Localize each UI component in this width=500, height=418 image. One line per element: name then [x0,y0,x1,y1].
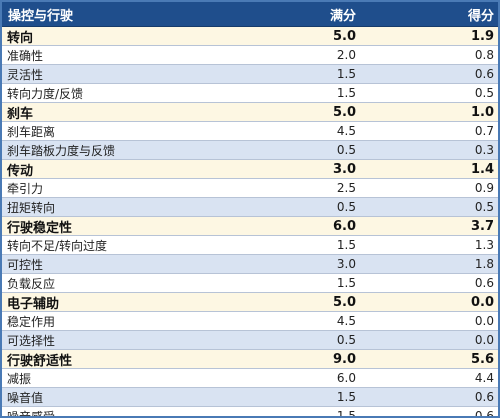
row-max-score: 1.5 [336,238,356,252]
row-name: 负载反应 [7,276,56,291]
category-row: 行驶舒适性 9.0 5.6 [2,350,498,369]
row-name: 减振 [7,371,32,386]
table-row: 噪音值 1.5 0.6 [2,388,498,407]
row-score: 0.6 [474,67,494,81]
header-max: 满分 [329,8,356,24]
row-name: 稳定作用 [7,314,56,329]
row-max-score: 6.0 [332,218,356,234]
row-name: 牵引力 [7,181,44,196]
row-max-score: 4.5 [336,314,356,328]
row-name: 行驶稳定性 [7,220,73,236]
row-score: 0.8 [474,48,494,62]
row-score: 1.3 [474,238,494,252]
row-name: 噪音值 [7,390,44,405]
row-score: 0.9 [474,181,494,195]
row-score: 1.4 [470,161,494,177]
row-score: 0.0 [474,314,494,328]
row-score: 0.5 [474,200,494,214]
row-max-score: 1.5 [336,409,356,418]
row-name: 行驶舒适性 [7,353,73,369]
row-max-score: 5.0 [332,294,356,310]
row-name: 噪音感受 [7,409,56,418]
table-row: 牵引力 2.5 0.9 [2,179,498,198]
category-row: 传动 3.0 1.4 [2,160,498,179]
row-max-score: 0.5 [336,200,356,214]
row-score: 0.7 [474,124,494,138]
table-body: 转向 5.0 1.9 准确性 2.0 0.8 灵活性 1.5 0.6 转向力度/反馈 1.5 0.5 刹… [2,27,498,418]
table-header: 操控与行驶 满分 得分 [2,2,498,27]
category-row: 刹车 5.0 1.0 [2,103,498,122]
row-name: 转向 [7,30,34,46]
category-row: 行驶稳定性 6.0 3.7 [2,217,498,236]
row-score: 0.5 [474,86,494,100]
table-row: 减振 6.0 4.4 [2,369,498,388]
table-row: 准确性 2.0 0.8 [2,46,498,65]
row-name: 扭矩转向 [7,200,56,215]
table-row: 刹车踏板力度与反馈 0.5 0.3 [2,141,498,160]
row-score: 4.4 [474,371,494,385]
header-score: 得分 [467,8,494,24]
row-name: 电子辅助 [7,296,60,312]
row-max-score: 2.0 [336,48,356,62]
row-score: 1.8 [474,257,494,271]
row-max-score: 1.5 [336,390,356,404]
row-score: 1.9 [470,28,494,44]
row-max-score: 5.0 [332,28,356,44]
table-row: 转向不足/转向过度 1.5 1.3 [2,236,498,255]
row-score: 0.3 [474,143,494,157]
table-row: 转向力度/反馈 1.5 0.5 [2,84,498,103]
row-name: 传动 [7,163,34,179]
row-score: 3.7 [470,218,494,234]
row-name: 刹车踏板力度与反馈 [7,143,116,158]
row-max-score: 2.5 [336,181,356,195]
header-item: 操控与行驶 [8,8,74,24]
row-name: 准确性 [7,48,44,63]
row-max-score: 0.5 [336,333,356,347]
table-row: 噪音感受 1.5 0.6 [2,407,498,418]
row-max-score: 3.0 [336,257,356,271]
row-name: 转向不足/转向过度 [7,238,108,253]
row-score: 0.0 [470,294,494,310]
row-max-score: 0.5 [336,143,356,157]
row-max-score: 3.0 [332,161,356,177]
row-max-score: 4.5 [336,124,356,138]
table-row: 负载反应 1.5 0.6 [2,274,498,293]
row-score: 0.0 [474,333,494,347]
row-name: 刹车距离 [7,124,56,139]
row-score: 5.6 [470,351,494,367]
row-name: 转向力度/反馈 [7,86,84,101]
row-name: 可控性 [7,257,44,272]
row-name: 刹车 [7,106,34,122]
row-max-score: 5.0 [332,104,356,120]
category-row: 电子辅助 5.0 0.0 [2,293,498,312]
table-row: 刹车距离 4.5 0.7 [2,122,498,141]
table-row: 灵活性 1.5 0.6 [2,65,498,84]
row-max-score: 9.0 [332,351,356,367]
row-max-score: 1.5 [336,67,356,81]
row-name: 灵活性 [7,67,44,82]
table-row: 可控性 3.0 1.8 [2,255,498,274]
table-row: 可选择性 0.5 0.0 [2,331,498,350]
row-score: 0.6 [474,409,494,418]
row-max-score: 1.5 [336,86,356,100]
category-row: 转向 5.0 1.9 [2,27,498,46]
row-score: 0.6 [474,276,494,290]
row-max-score: 1.5 [336,276,356,290]
row-name: 可选择性 [7,333,56,348]
row-max-score: 6.0 [336,371,356,385]
row-score: 0.6 [474,390,494,404]
table-row: 稳定作用 4.5 0.0 [2,312,498,331]
table-row: 扭矩转向 0.5 0.5 [2,198,498,217]
row-score: 1.0 [470,104,494,120]
